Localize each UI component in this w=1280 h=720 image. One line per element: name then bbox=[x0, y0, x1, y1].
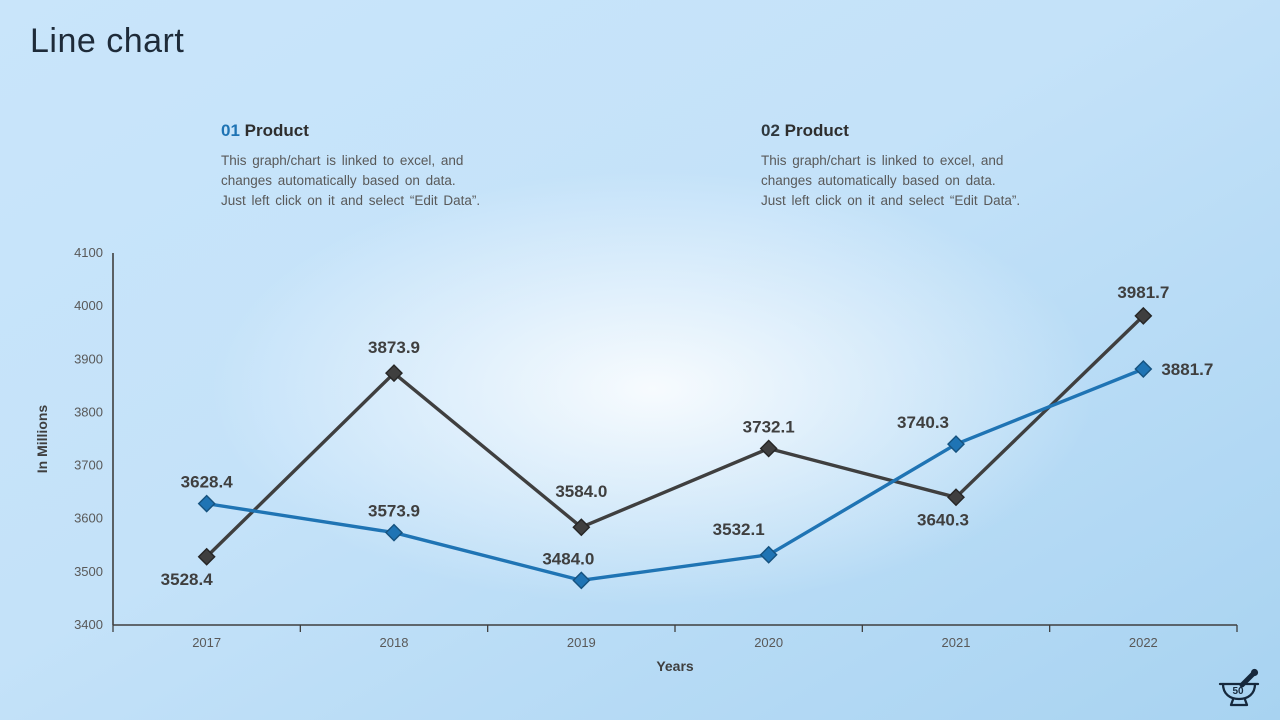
callout-body-line: This graph/chart is linked to excel, and bbox=[221, 153, 464, 168]
data-point-marker bbox=[1134, 360, 1153, 379]
callout-heading: 02 Product bbox=[761, 121, 1061, 141]
data-point-marker bbox=[385, 523, 403, 542]
callout-product-02: 02 Product This graph/chart is linked to… bbox=[761, 121, 1061, 211]
data-point-marker bbox=[759, 439, 778, 458]
callout-body-line: Just left click on it and select “Edit D… bbox=[221, 193, 481, 208]
chart-axes bbox=[112, 253, 1238, 632]
chart-axis-titles: In Millions Years bbox=[34, 405, 694, 674]
svg-text:3873.9: 3873.9 bbox=[368, 338, 420, 357]
svg-text:3740.3: 3740.3 bbox=[897, 413, 949, 432]
svg-text:3800: 3800 bbox=[74, 404, 103, 419]
callout-heading: 01 Product bbox=[221, 121, 521, 141]
callout-body-line: Just left click on it and select “Edit D… bbox=[761, 193, 1021, 208]
chart-series-dark-series bbox=[197, 306, 1153, 566]
svg-text:2021: 2021 bbox=[942, 635, 971, 650]
chart-series-blue-series bbox=[197, 360, 1153, 590]
svg-text:3584.0: 3584.0 bbox=[555, 482, 607, 501]
data-point-marker bbox=[947, 435, 965, 454]
page-number-badge: 50 bbox=[1214, 666, 1264, 712]
svg-text:3600: 3600 bbox=[74, 511, 103, 526]
svg-text:4100: 4100 bbox=[74, 245, 103, 260]
svg-text:3573.9: 3573.9 bbox=[368, 502, 420, 521]
callout-body-line: changes automatically based on data. bbox=[761, 173, 996, 188]
data-point-marker bbox=[759, 545, 778, 564]
data-point-marker bbox=[197, 494, 216, 513]
svg-text:3484.0: 3484.0 bbox=[542, 549, 594, 568]
svg-text:2018: 2018 bbox=[380, 635, 409, 650]
svg-text:3500: 3500 bbox=[74, 564, 103, 579]
data-labels-blue-series: 3628.4 3573.9 3484.0 3532.1 3740.3 3881.7 bbox=[181, 360, 1214, 568]
svg-text:3881.7: 3881.7 bbox=[1161, 360, 1213, 379]
data-point-marker bbox=[572, 518, 591, 537]
callout-number: 02 bbox=[761, 121, 780, 140]
chart-tick-labels: 3400 3500 3600 3700 3800 3900 4000 4100 2017 2018… bbox=[74, 245, 1158, 650]
mortar-pestle-icon bbox=[1218, 668, 1260, 707]
svg-text:3640.3: 3640.3 bbox=[917, 510, 969, 529]
svg-text:2019: 2019 bbox=[567, 635, 596, 650]
svg-text:Years: Years bbox=[656, 658, 694, 674]
svg-text:In Millions: In Millions bbox=[34, 405, 50, 474]
data-point-marker bbox=[1134, 306, 1153, 325]
svg-text:3400: 3400 bbox=[74, 617, 103, 632]
callout-heading-label: Product bbox=[784, 121, 849, 140]
svg-text:2017: 2017 bbox=[192, 635, 221, 650]
data-point-marker bbox=[572, 571, 591, 590]
svg-text:2022: 2022 bbox=[1129, 635, 1158, 650]
callout-body-line: This graph/chart is linked to excel, and bbox=[761, 153, 1004, 168]
callout-body: This graph/chart is linked to excel, and… bbox=[761, 151, 1061, 211]
page-title: Line chart bbox=[30, 22, 185, 60]
svg-text:3732.1: 3732.1 bbox=[743, 418, 795, 437]
svg-text:3900: 3900 bbox=[74, 351, 103, 366]
svg-text:3628.4: 3628.4 bbox=[181, 473, 234, 492]
data-point-marker bbox=[385, 364, 403, 383]
data-point-marker bbox=[197, 547, 216, 566]
page-number: 50 bbox=[1232, 686, 1244, 697]
callout-body-line: changes automatically based on data. bbox=[221, 173, 456, 188]
svg-text:3981.7: 3981.7 bbox=[1117, 283, 1169, 302]
data-point-marker bbox=[947, 488, 965, 507]
svg-text:3532.1: 3532.1 bbox=[713, 520, 765, 539]
svg-text:3700: 3700 bbox=[74, 458, 103, 473]
callout-product-01: 01 Product This graph/chart is linked to… bbox=[221, 121, 521, 211]
callout-number: 01 bbox=[221, 121, 240, 140]
callout-body: This graph/chart is linked to excel, and… bbox=[221, 151, 521, 211]
callout-heading-label: Product bbox=[244, 121, 309, 140]
svg-text:2020: 2020 bbox=[754, 635, 783, 650]
svg-text:4000: 4000 bbox=[74, 298, 103, 313]
data-labels-dark-series: 3528.4 3873.9 3584.0 3732.1 3640.3 3981.7 bbox=[161, 283, 1170, 589]
svg-text:3528.4: 3528.4 bbox=[161, 570, 214, 589]
